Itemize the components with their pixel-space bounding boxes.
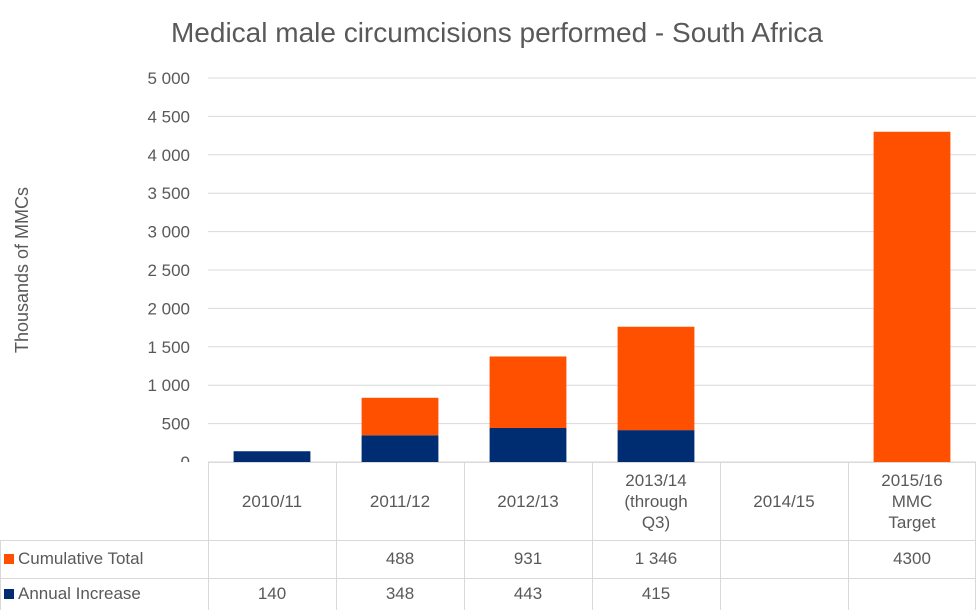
legend-label: Cumulative Total (18, 549, 144, 568)
category-cell: 2013/14 (through Q3) (592, 462, 720, 540)
data-label: 931 (513, 549, 543, 568)
x-tick-label: 2012/13 (497, 491, 559, 511)
data-label: 348 (385, 584, 415, 603)
legend-label: Annual Increase (18, 584, 141, 603)
category-cell: 2014/15 (720, 462, 848, 540)
x-tick-label: 2014/15 (753, 491, 815, 511)
y-tick-label: 3 000 (147, 223, 190, 242)
category-cell: 2010/11 (208, 462, 336, 540)
legend-swatch (4, 554, 14, 564)
table-line (464, 462, 465, 610)
table-line (336, 462, 337, 610)
legend-entry: Annual Increase (0, 578, 208, 610)
y-tick-label: 2 500 (147, 261, 190, 280)
table-line (848, 462, 849, 610)
y-tick-label: 2 000 (147, 299, 190, 318)
y-tick-label: 4 500 (147, 107, 190, 126)
table-line (592, 462, 593, 610)
legend-swatch (4, 589, 14, 599)
category-cell: 2011/12 (336, 462, 464, 540)
bar-segment (617, 430, 695, 462)
y-tick-label: 1 000 (147, 376, 190, 395)
x-tick-label: 2011/12 (369, 491, 431, 511)
bar-segment (361, 397, 439, 436)
table-line (0, 578, 976, 579)
x-tick-label: 2010/11 (241, 491, 303, 511)
category-cell: 2012/13 (464, 462, 592, 540)
bar-segment (489, 356, 567, 428)
y-tick-label: 500 (162, 415, 190, 434)
x-tick-label: 2015/16 MMC Target (881, 470, 943, 532)
data-label: 443 (513, 584, 543, 603)
y-axis-label: Thousands of MMCs (12, 187, 32, 353)
category-cell: 2015/16 MMC Target (848, 462, 976, 540)
bar-segment (873, 131, 951, 462)
plot: Medical male circumcisions performed - S… (12, 17, 976, 462)
bar-segment (233, 451, 311, 462)
y-tick-label: 1 500 (147, 338, 190, 357)
y-tick-label: 4 000 (147, 146, 190, 165)
table-line (720, 462, 721, 610)
data-label: 415 (641, 584, 671, 603)
bar-segment (361, 435, 439, 462)
y-tick-label: 3 500 (147, 184, 190, 203)
y-tick-label: 5 000 (147, 69, 190, 88)
data-label: 1 346 (634, 549, 678, 568)
y-tick-label: 0 (181, 453, 190, 462)
table-line (0, 540, 1, 610)
data-label: 140 (257, 584, 287, 603)
legend-entry: Cumulative Total (0, 540, 208, 578)
bar-segment (489, 427, 567, 462)
data-label: 4300 (893, 549, 931, 568)
bar-segment (617, 326, 695, 431)
chart-title: Medical male circumcisions performed - S… (171, 17, 823, 48)
table-line (208, 462, 209, 610)
x-tick-label: 2013/14 (through Q3) (624, 470, 688, 532)
table-line (0, 540, 976, 541)
data-label: 488 (385, 549, 415, 568)
